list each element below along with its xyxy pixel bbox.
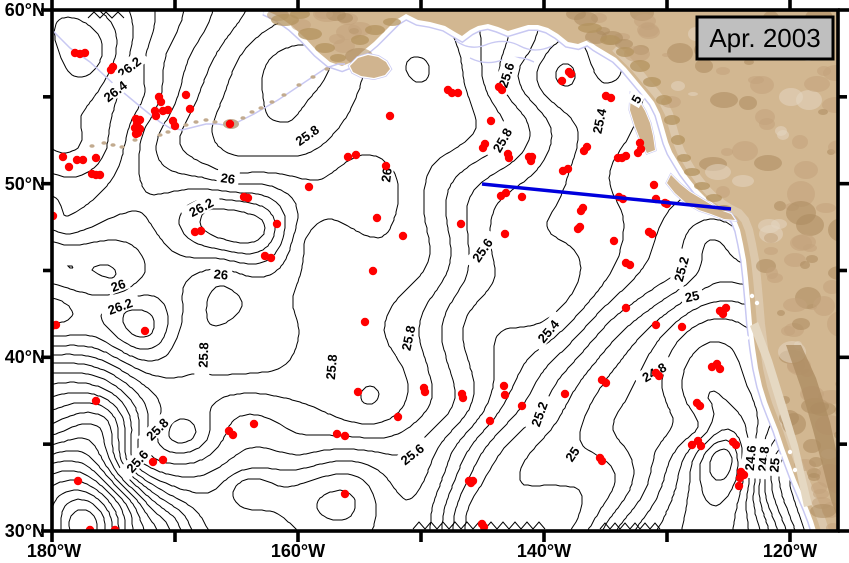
svg-text:25.6: 25.6 <box>495 61 517 90</box>
svg-text:30°N: 30°N <box>5 521 45 541</box>
svg-text:25.8: 25.8 <box>323 354 340 381</box>
svg-text:25.8: 25.8 <box>196 342 212 368</box>
svg-text:25: 25 <box>766 457 782 473</box>
svg-text:25.2: 25.2 <box>528 400 551 429</box>
svg-text:50°N: 50°N <box>5 174 45 194</box>
svg-text:26: 26 <box>220 170 236 187</box>
svg-text:160°W: 160°W <box>271 541 325 561</box>
svg-text:140°W: 140°W <box>517 541 571 561</box>
svg-text:26.2: 26.2 <box>106 295 135 318</box>
svg-text:25: 25 <box>683 288 700 306</box>
svg-text:26: 26 <box>378 167 395 183</box>
svg-text:180°W: 180°W <box>27 541 81 561</box>
svg-text:26: 26 <box>213 266 229 282</box>
svg-text:Apr. 2003: Apr. 2003 <box>709 23 820 53</box>
svg-text:25: 25 <box>562 444 583 464</box>
svg-text:60°N: 60°N <box>5 0 45 20</box>
svg-text:40°N: 40°N <box>5 347 45 367</box>
svg-text:25.4: 25.4 <box>590 106 610 135</box>
svg-text:25.8: 25.8 <box>399 324 419 352</box>
svg-text:26: 26 <box>109 276 128 295</box>
svg-text:120°W: 120°W <box>763 541 817 561</box>
svg-text:25.2: 25.2 <box>671 255 692 283</box>
